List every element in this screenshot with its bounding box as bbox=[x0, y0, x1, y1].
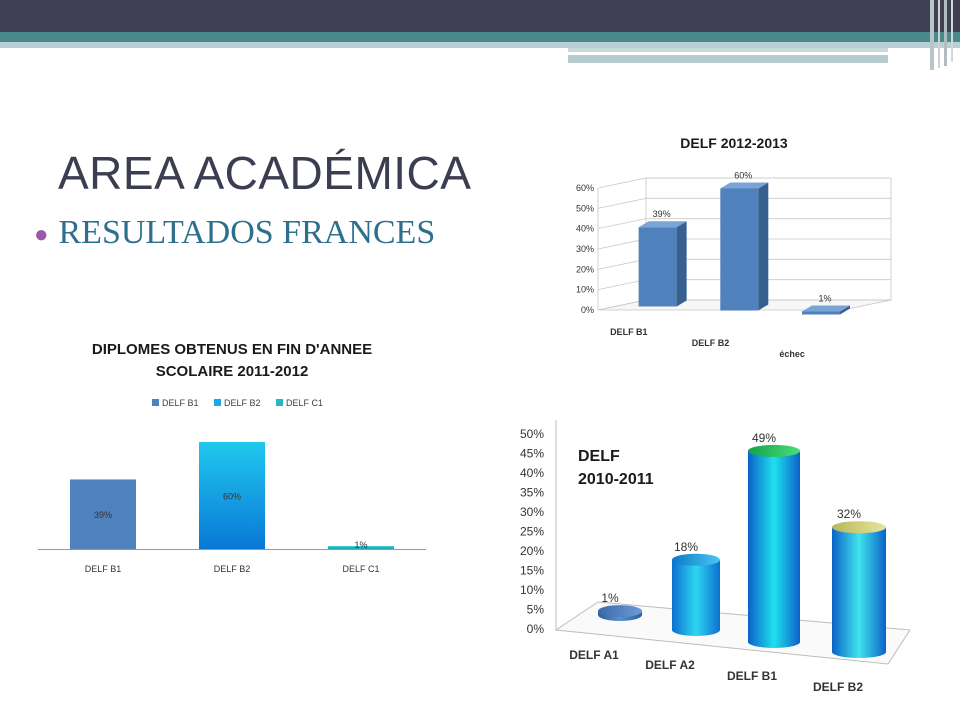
bar-side bbox=[676, 221, 687, 307]
data-label: 1% bbox=[354, 540, 367, 550]
chart-title-line: 2010-2011 bbox=[578, 471, 654, 488]
chart-delf-2012-2013: DELF 2012-2013 0% 10% 20% 30% 40% 50% 60% 39% DEL… bbox=[576, 135, 892, 359]
y-tick-label: 0% bbox=[527, 622, 545, 636]
edge-lines bbox=[930, 0, 953, 70]
y-tick-label: 50% bbox=[576, 203, 594, 213]
category-label: DELF B2 bbox=[813, 680, 863, 694]
bar-side bbox=[839, 305, 850, 315]
legend-swatch bbox=[276, 399, 283, 406]
teal-band bbox=[0, 32, 960, 42]
data-label: 60% bbox=[223, 492, 241, 502]
light-band bbox=[0, 42, 960, 48]
bar bbox=[328, 546, 394, 549]
bar-top bbox=[720, 182, 769, 189]
subtitle-text: RESULTADOS FRANCES bbox=[58, 214, 436, 251]
y-tick-label: 20% bbox=[520, 544, 544, 558]
cylinder-cap bbox=[748, 444, 800, 457]
y-tick-label: 30% bbox=[576, 244, 594, 254]
y-tick-label: 45% bbox=[520, 447, 544, 461]
data-label: 32% bbox=[837, 507, 861, 521]
gridline-side bbox=[597, 299, 647, 311]
bar-top bbox=[801, 305, 850, 312]
legend-swatch bbox=[214, 399, 221, 406]
chart-title-line: SCOLAIRE 2011-2012 bbox=[156, 363, 309, 380]
category-label: DELF C1 bbox=[342, 564, 379, 574]
legend-swatch bbox=[152, 399, 159, 406]
category-label: DELF B2 bbox=[692, 338, 730, 348]
bar-side bbox=[758, 182, 769, 311]
y-tick-label: 15% bbox=[520, 564, 544, 578]
chart-diplomes-2011-2012: DIPLOMES OBTENUS EN FIN D'ANNEE SCOLAIRE … bbox=[38, 341, 426, 574]
slide-subtitle: ● RESULTADOS FRANCES bbox=[34, 214, 435, 252]
chart-title-line: DIPLOMES OBTENUS EN FIN D'ANNEE bbox=[92, 341, 372, 358]
accent-stripe bbox=[568, 55, 888, 63]
data-label: 60% bbox=[734, 171, 752, 181]
category-label: DELF B1 bbox=[727, 669, 777, 683]
y-tick-label: 5% bbox=[527, 603, 545, 617]
category-label: DELF B2 bbox=[214, 564, 251, 574]
cylinder-cap bbox=[832, 521, 886, 534]
bar-front bbox=[720, 188, 759, 311]
chart-title-line: DELF bbox=[578, 448, 620, 465]
category-label: DELF B1 bbox=[610, 327, 648, 337]
y-tick-label: 50% bbox=[520, 427, 544, 441]
gridline-side bbox=[597, 238, 647, 250]
slide-title: AREA ACADÉMICA bbox=[58, 147, 472, 199]
category-label: DELF A1 bbox=[569, 648, 619, 662]
cylinder-body bbox=[832, 527, 886, 658]
category-label: DELF A2 bbox=[645, 658, 695, 672]
accent-stripe bbox=[568, 48, 888, 52]
floor bbox=[554, 601, 911, 665]
data-label: 39% bbox=[94, 510, 112, 520]
cylinder-cap bbox=[672, 553, 720, 566]
chart-delf-2010-2011: DELF 2010-2011 0% 5% 10% 15% 20% 25% 30% 35% 40% 45… bbox=[520, 420, 911, 694]
data-label: 1% bbox=[601, 591, 619, 605]
y-tick-label: 25% bbox=[520, 525, 544, 539]
gridline-side bbox=[597, 258, 647, 270]
bar-front bbox=[801, 311, 840, 315]
bar bbox=[70, 479, 136, 549]
gridline-side bbox=[597, 177, 647, 189]
data-label: 49% bbox=[752, 431, 776, 445]
data-label: 18% bbox=[674, 540, 698, 554]
chart-title: DELF 2012-2013 bbox=[680, 135, 788, 151]
category-label: échec bbox=[779, 349, 805, 359]
legend-label: DELF B1 bbox=[162, 398, 199, 408]
gridline-side bbox=[597, 218, 647, 230]
bar bbox=[199, 442, 265, 549]
y-tick-label: 60% bbox=[576, 183, 594, 193]
y-tick-label: 40% bbox=[520, 466, 544, 480]
gridline-side bbox=[597, 197, 647, 209]
y-tick-label: 0% bbox=[581, 305, 594, 315]
data-label: 39% bbox=[653, 209, 671, 219]
y-tick-label: 20% bbox=[576, 264, 594, 274]
cylinder-body bbox=[748, 450, 800, 648]
bullet-icon: ● bbox=[34, 221, 49, 248]
legend-label: DELF C1 bbox=[286, 398, 323, 408]
y-tick-label: 35% bbox=[520, 486, 544, 500]
cylinder-body bbox=[672, 559, 720, 636]
legend-label: DELF B2 bbox=[224, 398, 261, 408]
data-label: 1% bbox=[818, 294, 831, 304]
y-tick-label: 10% bbox=[520, 583, 544, 597]
bar-top bbox=[638, 221, 687, 228]
y-tick-label: 40% bbox=[576, 224, 594, 234]
y-tick-label: 10% bbox=[576, 285, 594, 295]
cylinder-cap bbox=[598, 605, 642, 618]
category-label: DELF B1 bbox=[85, 564, 122, 574]
y-tick-label: 30% bbox=[520, 505, 544, 519]
top-bar bbox=[0, 0, 960, 32]
gridline-side bbox=[597, 279, 647, 291]
bar-front bbox=[638, 227, 677, 307]
